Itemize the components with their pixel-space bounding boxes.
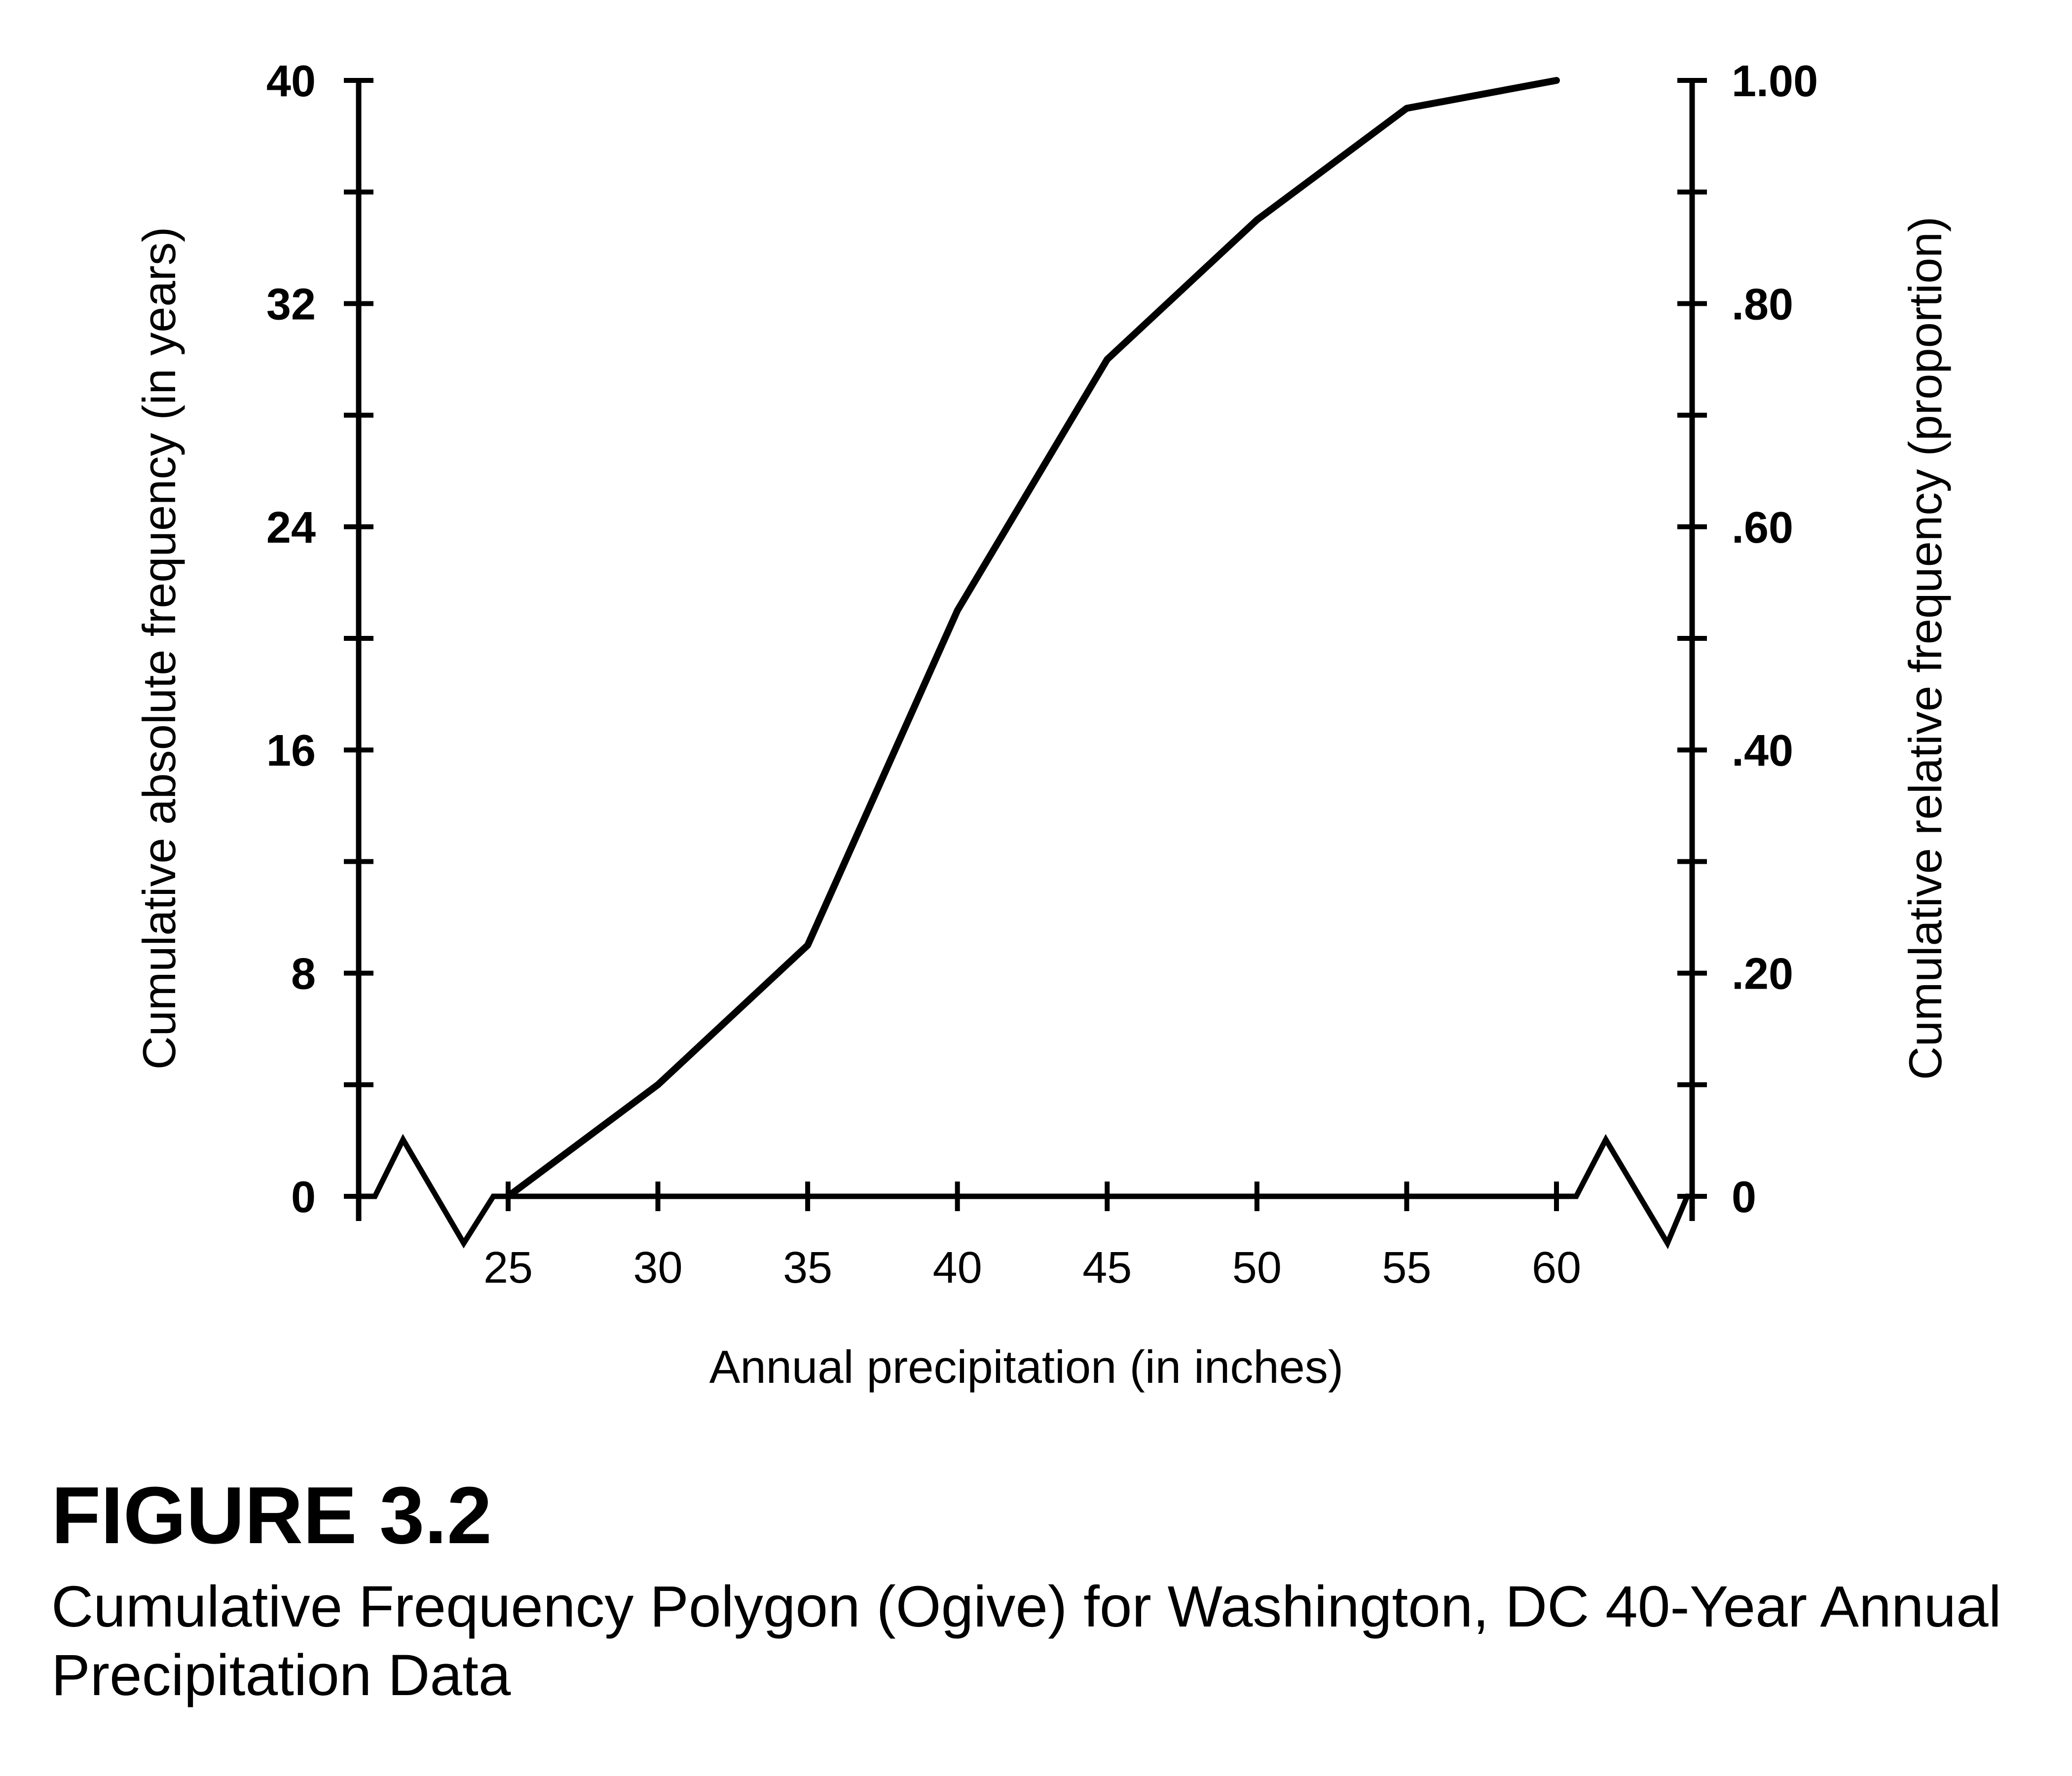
right-y-tick-label: 0 <box>1732 1173 1756 1222</box>
x-axis-title: Annual precipitation (in inches) <box>709 1341 1343 1393</box>
left-y-tick-label: 0 <box>291 1173 316 1222</box>
x-axis-break-right <box>1556 1134 1692 1250</box>
x-tick-label: 45 <box>1082 1243 1132 1293</box>
right-y-axis-title: Cumulative relative frequency (proportio… <box>1899 217 1951 1080</box>
x-axis-break-left <box>359 1134 508 1249</box>
ogive-line <box>505 77 1560 1200</box>
x-tick-label: 60 <box>1532 1243 1581 1293</box>
right-y-tick-label: .20 <box>1732 950 1793 999</box>
right-y-tick-label: .40 <box>1732 726 1793 776</box>
left-y-tick-label: 8 <box>291 950 316 999</box>
x-tick-label: 40 <box>933 1243 982 1293</box>
right-y-tick-label: .60 <box>1732 503 1793 553</box>
ogive-chart: 0 8 16 24 32 40 0 .20 .40 .60 .80 1.00 25 30 35 40 45 50 5… <box>133 57 1951 1393</box>
right-y-tick-label: 1.00 <box>1732 57 1818 106</box>
figure-caption: FIGURE 3.2 Cumulative Frequency Polygon … <box>51 1475 2049 1710</box>
x-tick-label: 55 <box>1382 1243 1431 1293</box>
left-y-tick-label: 24 <box>266 503 316 553</box>
left-y-axis-title: Cumulative absolute frequency (in years) <box>133 227 185 1070</box>
right-y-tick-label: .80 <box>1732 280 1793 329</box>
x-tick-label: 50 <box>1232 1243 1282 1293</box>
left-y-tick-label: 16 <box>266 726 316 776</box>
x-tick-label: 25 <box>483 1243 533 1293</box>
x-tick-label: 30 <box>633 1243 683 1293</box>
figure-number: FIGURE 3.2 <box>51 1470 492 1560</box>
figure-title: Cumulative Frequency Polygon (Ogive) for… <box>51 1574 2001 1708</box>
x-tick-label: 35 <box>783 1243 832 1293</box>
left-y-tick-label: 40 <box>266 57 316 106</box>
left-y-tick-label: 32 <box>266 280 316 329</box>
